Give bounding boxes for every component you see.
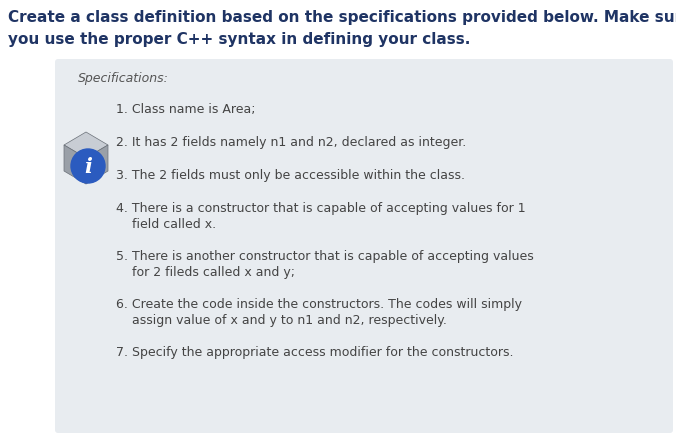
Text: Create a class definition based on the specifications provided below. Make sure: Create a class definition based on the s… — [8, 10, 676, 25]
Text: 1. Class name is Area;: 1. Class name is Area; — [116, 103, 256, 116]
Polygon shape — [86, 145, 108, 184]
Text: you use the proper C++ syntax in defining your class.: you use the proper C++ syntax in definin… — [8, 32, 470, 47]
Text: i: i — [84, 157, 92, 177]
Text: assign value of x and y to n1 and n2, respectively.: assign value of x and y to n1 and n2, re… — [116, 314, 447, 327]
Text: for 2 fileds called x and y;: for 2 fileds called x and y; — [116, 266, 295, 279]
Text: Specifications:: Specifications: — [78, 72, 169, 85]
Text: 2. It has 2 fields namely n1 and n2, declared as integer.: 2. It has 2 fields namely n1 and n2, dec… — [116, 136, 466, 149]
Text: field called x.: field called x. — [116, 218, 216, 231]
Text: 3. The 2 fields must only be accessible within the class.: 3. The 2 fields must only be accessible … — [116, 169, 465, 182]
Polygon shape — [64, 145, 86, 184]
Circle shape — [71, 149, 105, 183]
Polygon shape — [64, 132, 108, 158]
Text: 7. Specify the appropriate access modifier for the constructors.: 7. Specify the appropriate access modifi… — [116, 346, 514, 359]
Text: 6. Create the code inside the constructors. The codes will simply: 6. Create the code inside the constructo… — [116, 298, 522, 311]
Text: 4. There is a constructor that is capable of accepting values for 1: 4. There is a constructor that is capabl… — [116, 202, 526, 215]
FancyBboxPatch shape — [55, 59, 673, 433]
Text: 5. There is another constructor that is capable of accepting values: 5. There is another constructor that is … — [116, 250, 534, 263]
